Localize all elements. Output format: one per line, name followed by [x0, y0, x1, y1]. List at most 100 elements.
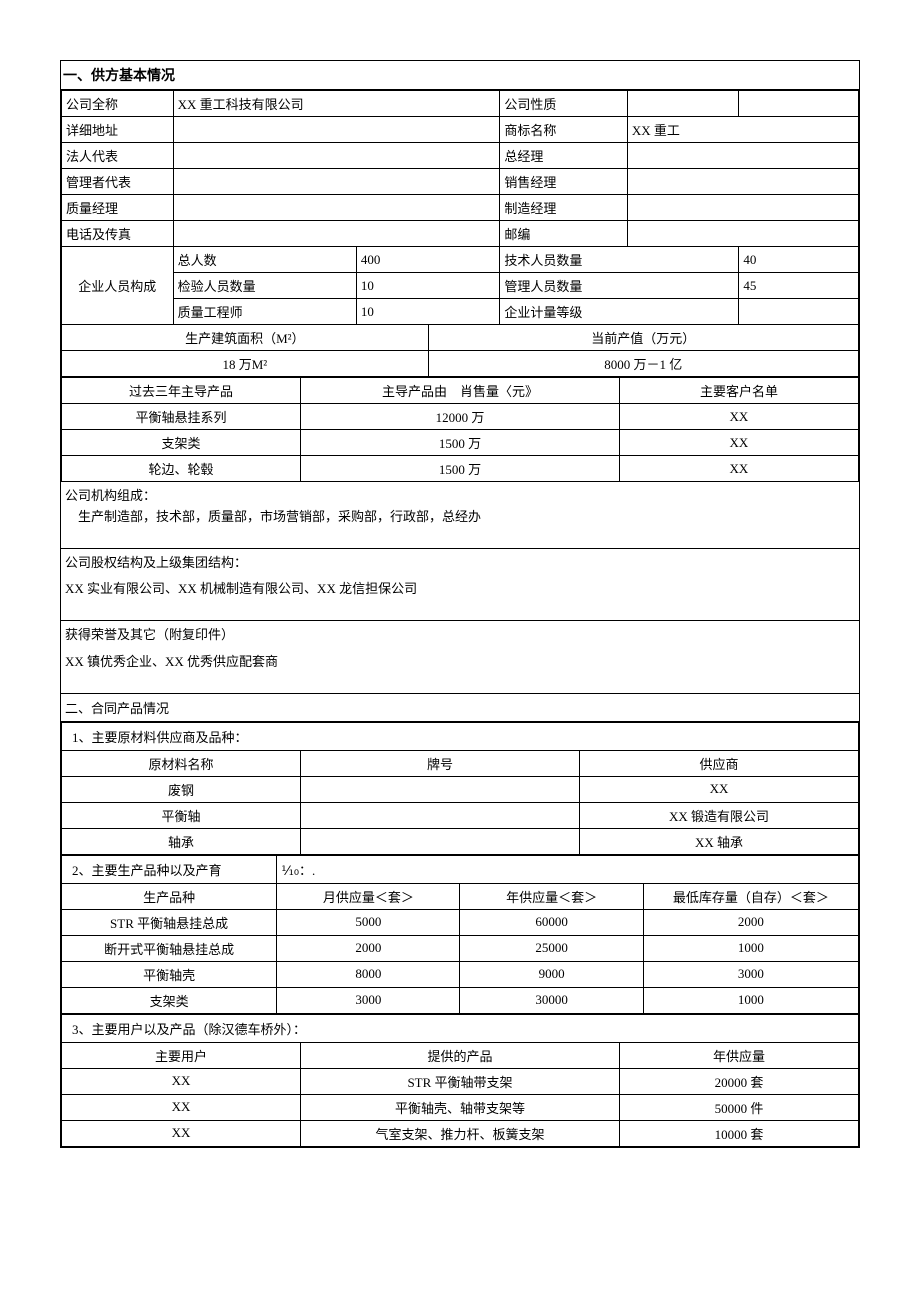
- user-name: XX: [62, 1068, 301, 1094]
- label-tech-staff: 技术人员数量: [500, 247, 739, 273]
- user-yearly: 50000 件: [619, 1094, 858, 1120]
- user-yearly: 20000 套: [619, 1068, 858, 1094]
- prod-yearly: 25000: [460, 935, 643, 961]
- user-name: XX: [62, 1094, 301, 1120]
- header-product: 提供的产品: [301, 1042, 620, 1068]
- product-row: 支架类 1500 万 XX: [62, 430, 859, 456]
- header-main-customers: 主要客户名单: [619, 378, 858, 404]
- user-product: STR 平衡轴带支架: [301, 1068, 620, 1094]
- label-trademark: 商标名称: [500, 117, 628, 143]
- equity-title: 公司股权结构及上级集团结构：: [65, 553, 855, 574]
- prod-yearly: 9000: [460, 961, 643, 987]
- material-row: 废钢 XX: [62, 776, 859, 802]
- user-product: 平衡轴壳、轴带支架等: [301, 1094, 620, 1120]
- value-mgmt-staff: 45: [739, 273, 859, 299]
- label-mfg-mgr: 制造经理: [500, 195, 628, 221]
- prod-monthly: 5000: [277, 909, 460, 935]
- org-structure-content: 生产制造部，技术部，质量部，市场营销部，采购部，行政部，总经办: [65, 507, 855, 528]
- header-yearly-supply: 年供应量: [619, 1042, 858, 1068]
- product-customer: XX: [619, 430, 858, 456]
- material-supplier: XX 锻造有限公司: [580, 802, 859, 828]
- prod-stock: 1000: [643, 987, 858, 1013]
- label-inspect-staff: 检验人员数量: [173, 273, 356, 299]
- value-quality-eng: 10: [356, 299, 499, 325]
- value-trademark: XX 重工: [627, 117, 858, 143]
- user-row: XX STR 平衡轴带支架 20000 套: [62, 1068, 859, 1094]
- header-user: 主要用户: [62, 1042, 301, 1068]
- value-company-type-2: [739, 91, 859, 117]
- product-customer: XX: [619, 456, 858, 482]
- value-output-value: 8000 万－1 亿: [428, 351, 858, 377]
- label-gm: 总经理: [500, 143, 628, 169]
- sub1-title: 1、主要原材料供应商及品种：: [62, 722, 859, 750]
- label-prod-area: 生产建筑面积（M²）: [62, 325, 429, 351]
- production-row: STR 平衡轴悬挂总成 5000 60000 2000: [62, 909, 859, 935]
- product-sales: 1500 万: [301, 430, 620, 456]
- section2-title: 二、合同产品情况: [61, 694, 859, 722]
- prod-variety: 断开式平衡轴悬挂总成: [62, 935, 277, 961]
- header-sales-volume: 主导产品由 肖售量〈元》: [301, 378, 620, 404]
- value-inspect-staff: 10: [356, 273, 499, 299]
- header-supplier: 供应商: [580, 750, 859, 776]
- material-supplier: XX 轴承: [580, 828, 859, 854]
- material-name: 轴承: [62, 828, 301, 854]
- prod-variety: STR 平衡轴悬挂总成: [62, 909, 277, 935]
- page-container: 一、供方基本情况 公司全称 XX 重工科技有限公司 公司性质 详细地址 商标名称…: [60, 60, 860, 1148]
- label-company-type: 公司性质: [500, 91, 628, 117]
- value-total-staff: 400: [356, 247, 499, 273]
- users-table: 3、主要用户以及产品（除汉德车桥外）： 主要用户 提供的产品 年供应量 XX S…: [61, 1014, 859, 1147]
- sub3-title: 3、主要用户以及产品（除汉德车桥外）：: [62, 1014, 859, 1042]
- production-table: 2、主要生产品种以及产育 ⅒：. 生产品种 月供应量＜套＞ 年供应量＜套＞ 最低…: [61, 855, 859, 1014]
- label-address: 详细地址: [62, 117, 174, 143]
- header-monthly: 月供应量＜套＞: [277, 883, 460, 909]
- label-staff-comp: 企业人员构成: [62, 247, 174, 325]
- prod-variety: 平衡轴壳: [62, 961, 277, 987]
- user-row: XX 平衡轴壳、轴带支架等 50000 件: [62, 1094, 859, 1120]
- product-row: 轮边、轮毂 1500 万 XX: [62, 456, 859, 482]
- product-name: 平衡轴悬挂系列: [62, 404, 301, 430]
- label-mgr-rep: 管理者代表: [62, 169, 174, 195]
- value-company-type: [627, 91, 739, 117]
- label-metrology: 企业计量等级: [500, 299, 739, 325]
- prod-monthly: 2000: [277, 935, 460, 961]
- user-name: XX: [62, 1120, 301, 1146]
- production-row: 平衡轴壳 8000 9000 3000: [62, 961, 859, 987]
- value-mgr-rep: [173, 169, 500, 195]
- material-name: 废钢: [62, 776, 301, 802]
- label-sales-mgr: 销售经理: [500, 169, 628, 195]
- value-gm: [627, 143, 858, 169]
- prod-monthly: 8000: [277, 961, 460, 987]
- honors-title: 获得荣誉及其它（附复印件）: [65, 625, 855, 646]
- value-company-name: XX 重工科技有限公司: [173, 91, 500, 117]
- org-structure-block: 公司机构组成： 生产制造部，技术部，质量部，市场营销部，采购部，行政部，总经办: [61, 482, 859, 549]
- material-row: 轴承 XX 轴承: [62, 828, 859, 854]
- value-metrology: [739, 299, 859, 325]
- product-name: 支架类: [62, 430, 301, 456]
- section1-title: 一、供方基本情况: [61, 61, 859, 90]
- user-yearly: 10000 套: [619, 1120, 858, 1146]
- material-name: 平衡轴: [62, 802, 301, 828]
- label-quality-eng: 质量工程师: [173, 299, 356, 325]
- user-row: XX 气室支架、推力杆、板簧支架 10000 套: [62, 1120, 859, 1146]
- label-mgmt-staff: 管理人员数量: [500, 273, 739, 299]
- products-table: 过去三年主导产品 主导产品由 肖售量〈元》 主要客户名单 平衡轴悬挂系列 120…: [61, 377, 859, 482]
- material-brand: [301, 776, 580, 802]
- header-brand: 牌号: [301, 750, 580, 776]
- prod-variety: 支架类: [62, 987, 277, 1013]
- prod-yearly: 60000: [460, 909, 643, 935]
- value-phone-fax: [173, 221, 500, 247]
- material-row: 平衡轴 XX 锻造有限公司: [62, 802, 859, 828]
- label-postal: 邮编: [500, 221, 628, 247]
- header-material: 原材料名称: [62, 750, 301, 776]
- value-legal-rep: [173, 143, 500, 169]
- materials-table: 1、主要原材料供应商及品种： 原材料名称 牌号 供应商 废钢 XX 平衡轴 XX…: [61, 722, 859, 855]
- material-brand: [301, 802, 580, 828]
- value-sales-mgr: [627, 169, 858, 195]
- sub2-title: 2、主要生产品种以及产育: [62, 855, 277, 883]
- product-sales: 1500 万: [301, 456, 620, 482]
- header-variety: 生产品种: [62, 883, 277, 909]
- label-quality-mgr: 质量经理: [62, 195, 174, 221]
- value-tech-staff: 40: [739, 247, 859, 273]
- value-mfg-mgr: [627, 195, 858, 221]
- equity-content: XX 实业有限公司、XX 机械制造有限公司、XX 龙信担保公司: [65, 579, 855, 600]
